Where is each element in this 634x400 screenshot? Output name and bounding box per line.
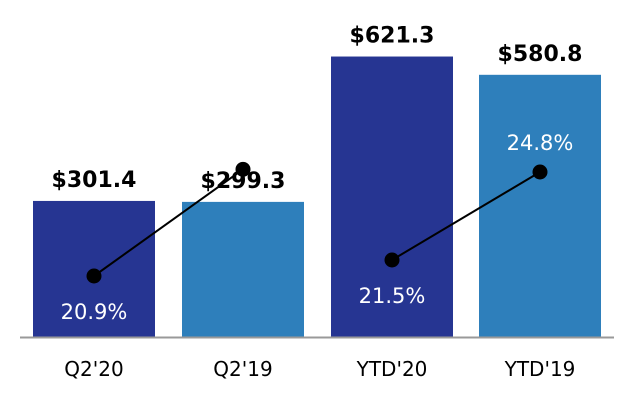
margin-marker-ytd-19 [532,164,548,180]
x-tick-label-q2-19: Q2'19 [213,357,272,381]
bar-ytd-20 [331,56,453,337]
bar-q2-19 [182,201,304,337]
value-label-ytd-20: $621.3 [350,24,435,49]
value-label-ytd-19: $580.8 [498,42,583,67]
margin-line-1 [93,168,244,277]
margin-label-q2-20: 20.9% [61,300,128,324]
value-label-q2-19: $299.3 [201,169,286,194]
margin-marker-q2-19 [235,161,251,177]
labels: $301.4 Q2'20 $299.3 Q2'19 $621.3 YTD'20 $580.8… [52,24,583,381]
x-tick-label-ytd-20: YTD'20 [356,357,428,381]
x-tick-label-q2-20: Q2'20 [64,357,123,381]
x-tick-label-ytd-19: YTD'19 [504,357,576,381]
margin-label-q2-19: 24.9% [210,128,277,152]
margin-marker-q2-20 [86,268,102,284]
margin-label-ytd-20: 21.5% [359,284,426,308]
margin-lines [93,168,541,277]
margin-markers [86,161,548,284]
margin-label-ytd-19: 24.8% [507,131,574,155]
value-label-q2-20: $301.4 [52,168,137,193]
margin-line-2 [391,171,541,261]
bars [33,56,601,337]
bar-ytd-19 [479,74,601,337]
margin-marker-ytd-20 [384,252,400,268]
